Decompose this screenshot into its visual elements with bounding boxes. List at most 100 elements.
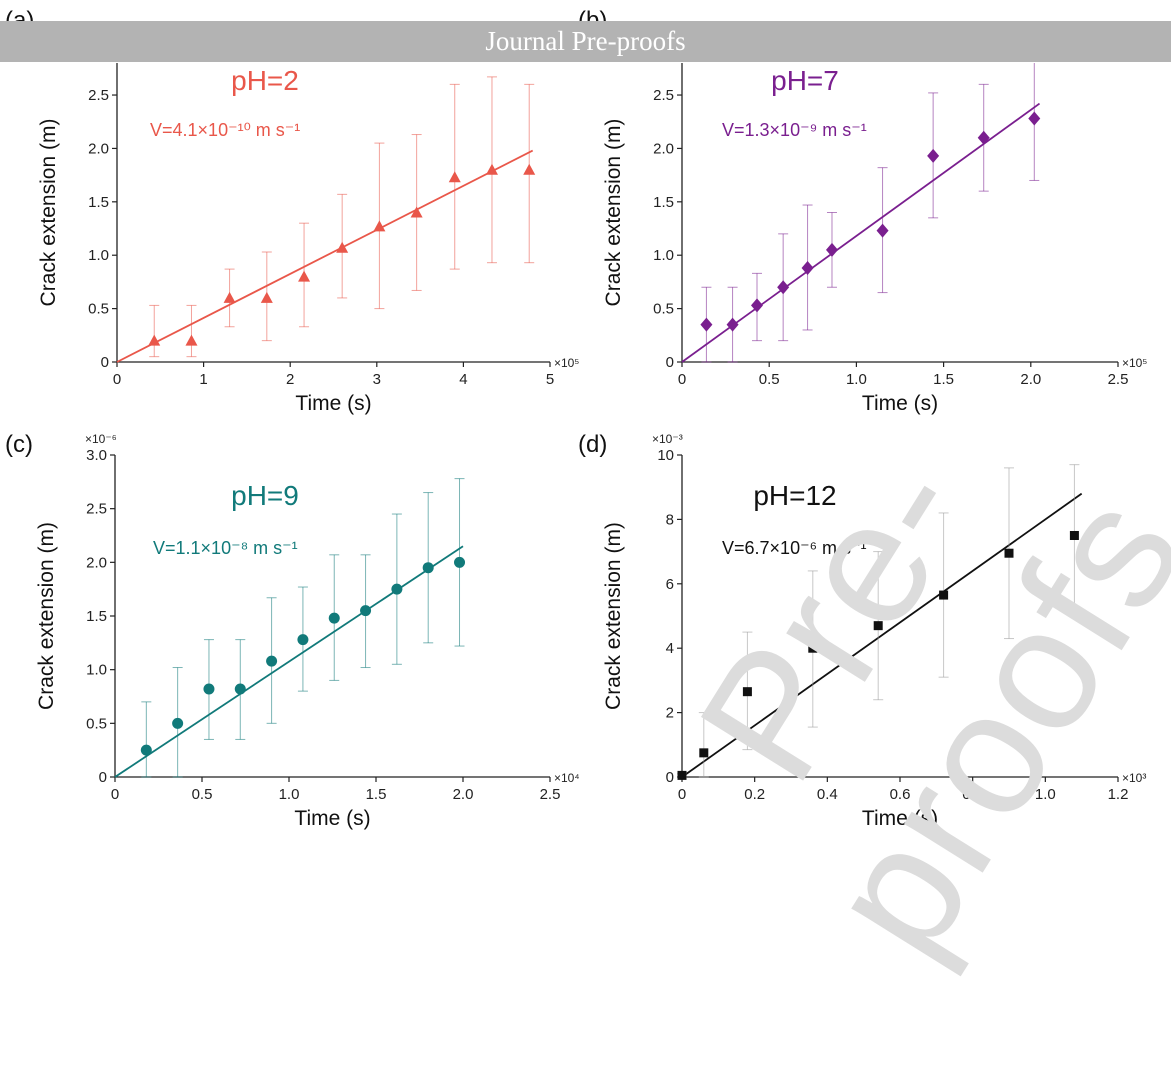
data-point [699,748,709,758]
x-tick-label: 0 [678,371,686,388]
annotation-velocity: V=1.1×10⁻⁸ m s⁻¹ [153,538,298,558]
data-point [808,643,818,653]
x-tick-label: 0.6 [890,786,911,803]
data-point [223,291,236,303]
y-tick-label: 8 [666,511,674,528]
x-axis-multiplier: ×10³ [1122,771,1146,785]
fit-line [681,492,1083,778]
data-point [1004,548,1014,558]
annotation-ph: pH=9 [231,480,299,511]
y-tick-label: 1.5 [88,194,109,211]
y-tick-label: 3.0 [86,447,107,464]
x-tick-label: 0.8 [962,786,983,803]
y-tick-label: 4 [666,640,674,657]
data-point [677,770,687,780]
data-point [523,163,536,175]
x-axis-label: Time (s) [862,392,938,415]
y-tick-label: 0 [99,769,107,786]
data-point [266,655,278,667]
data-point [298,270,311,282]
x-tick-label: 0.4 [817,786,838,803]
data-point [260,291,273,303]
x-tick-label: 4 [459,371,467,388]
data-point [750,298,763,313]
y-axis-label: Crack extension (m) [37,119,60,307]
x-axis-label: Time (s) [862,807,938,830]
data-point [454,556,466,568]
y-tick-label: 1.0 [86,662,107,679]
x-tick-label: 1.5 [933,371,954,388]
x-tick-label: 1.2 [1108,786,1129,803]
y-axis-label: Crack extension (m) [602,119,625,307]
data-point [448,171,461,183]
y-tick-label: 2.5 [88,87,109,104]
y-tick-label: 1.5 [653,194,674,211]
panel-label: (c) [5,431,33,458]
journal-banner: Journal Pre-proofs [0,21,1171,62]
data-point [203,683,215,695]
y-tick-label: 2 [666,705,674,722]
data-point [977,130,990,145]
data-point [373,220,386,232]
x-tick-label: 1.0 [846,371,867,388]
annotation-ph: pH=12 [753,480,836,511]
x-tick-label: 2 [286,371,294,388]
annotation-velocity: V=6.7×10⁻⁶ m s⁻¹ [722,538,866,558]
data-point [422,562,434,574]
y-axis-label: Crack extension (m) [602,522,625,710]
y-tick-label: 2.5 [653,87,674,104]
y-tick-label: 0 [101,354,109,371]
annotation-ph: pH=7 [771,65,839,96]
data-point [1028,111,1041,126]
x-tick-label: 2.0 [453,786,474,803]
data-point [234,683,246,695]
x-tick-label: 0 [113,371,121,388]
x-tick-label: 0.2 [744,786,765,803]
x-tick-label: 3 [373,371,381,388]
data-point [410,206,423,218]
y-tick-label: 6 [666,576,674,593]
data-point [825,242,838,257]
x-axis-label: Time (s) [295,392,371,415]
data-point [360,605,372,617]
y-tick-label: 1.5 [86,608,107,625]
annotation-ph: pH=2 [231,65,299,96]
fit-line [116,149,534,363]
y-axis-multiplier: ×10⁻⁶ [85,432,117,446]
data-point [185,334,198,346]
annotation-velocity: V=4.1×10⁻¹⁰ m s⁻¹ [150,120,300,140]
fit-line [114,545,464,778]
y-tick-label: 2.5 [86,501,107,518]
data-point [873,621,883,631]
x-tick-label: 5 [546,371,554,388]
x-tick-label: 2.0 [1020,371,1041,388]
data-point [876,223,889,238]
fit-line [681,102,1041,363]
y-tick-label: 0.5 [88,301,109,318]
data-point [742,687,752,697]
x-axis-multiplier: ×10⁴ [554,771,580,785]
data-point [700,317,713,332]
x-axis-label: Time (s) [294,807,370,830]
data-point [336,241,349,253]
data-point [328,612,340,624]
y-tick-label: 2.0 [88,140,109,157]
data-point [939,590,949,600]
y-tick-label: 10 [657,447,674,464]
x-tick-label: 1 [199,371,207,388]
annotation-velocity: V=1.3×10⁻⁹ m s⁻¹ [722,120,867,140]
data-point [172,717,184,729]
x-axis-multiplier: ×10⁵ [1122,356,1147,370]
y-tick-label: 0.5 [653,301,674,318]
y-tick-label: 0 [666,354,674,371]
y-tick-label: 0.5 [86,715,107,732]
data-point [140,744,152,756]
y-tick-label: 0 [666,769,674,786]
x-tick-label: 2.5 [1108,371,1129,388]
y-axis-label: Crack extension (m) [35,522,58,710]
x-tick-label: 0.5 [759,371,780,388]
data-point [297,634,309,646]
x-tick-label: 0 [111,786,119,803]
